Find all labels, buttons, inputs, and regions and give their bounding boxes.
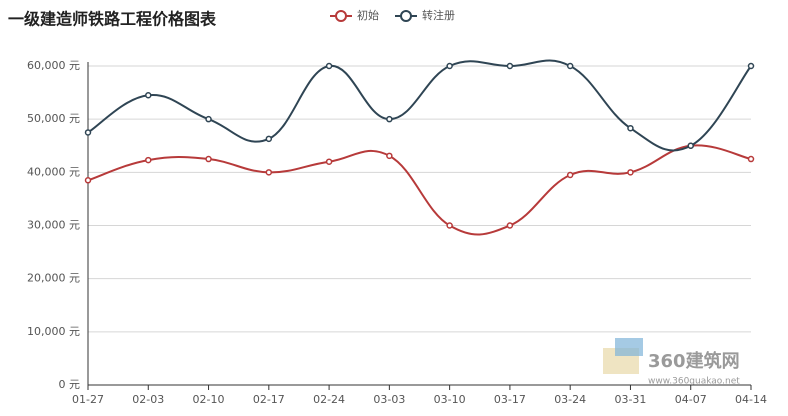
series-line	[87, 144, 752, 236]
x-tick-label: 02-24	[313, 393, 345, 406]
legend-icon	[335, 10, 347, 22]
point	[325, 62, 333, 70]
x-tick-label: 02-17	[253, 393, 285, 406]
point	[386, 115, 393, 123]
point	[205, 155, 212, 163]
x-tick-label: 01-27	[72, 393, 104, 406]
x-tick-label: 04-14	[735, 393, 767, 406]
x-tick-label: 02-10	[193, 393, 225, 406]
x-tick-label: 03-17	[494, 393, 526, 406]
point	[687, 142, 694, 149]
watermark: 360建筑网 www.360quakao.net	[603, 338, 740, 387]
point	[627, 124, 634, 132]
y-tick-label: 20,000 元	[27, 272, 80, 285]
x-tick-label: 03-03	[373, 393, 405, 406]
watermark-url: www.360quakao.net	[648, 377, 740, 387]
point	[506, 62, 514, 70]
y-tick-label: 40,000 元	[27, 165, 80, 178]
series-line	[87, 59, 752, 152]
point	[145, 91, 152, 99]
watermark-name: 360建筑网	[648, 350, 740, 372]
point	[446, 222, 453, 229]
point	[265, 135, 273, 143]
point	[627, 169, 634, 176]
y-tick-label: 10,000 元	[27, 325, 80, 338]
point	[747, 62, 755, 70]
y-tick-label: 0 元	[59, 378, 81, 391]
point	[325, 158, 333, 165]
legend-label: 转注册	[422, 8, 455, 22]
x-tick-label: 03-10	[434, 393, 466, 406]
point	[205, 115, 212, 123]
watermark-icon	[615, 338, 643, 356]
point	[84, 177, 92, 184]
point	[506, 222, 514, 229]
point	[265, 169, 273, 176]
point	[84, 129, 92, 136]
legend-label: 初始	[357, 8, 379, 22]
x-tick-label: 02-03	[132, 393, 164, 406]
point	[386, 152, 393, 160]
point	[145, 156, 152, 164]
point	[446, 62, 453, 70]
legend-icon	[400, 10, 412, 22]
point	[566, 171, 574, 179]
y-tick-label: 50,000 元	[27, 112, 80, 125]
x-tick-label: 04-07	[675, 393, 707, 406]
y-tick-label: 60,000 元	[27, 59, 80, 72]
x-tick-label: 03-31	[614, 393, 646, 406]
x-tick-label: 03-24	[554, 393, 586, 406]
y-tick-label: 30,000 元	[27, 219, 80, 232]
point	[566, 62, 574, 70]
chart-title: 一级建造师铁路工程价格图表	[8, 10, 217, 29]
point	[747, 155, 755, 163]
